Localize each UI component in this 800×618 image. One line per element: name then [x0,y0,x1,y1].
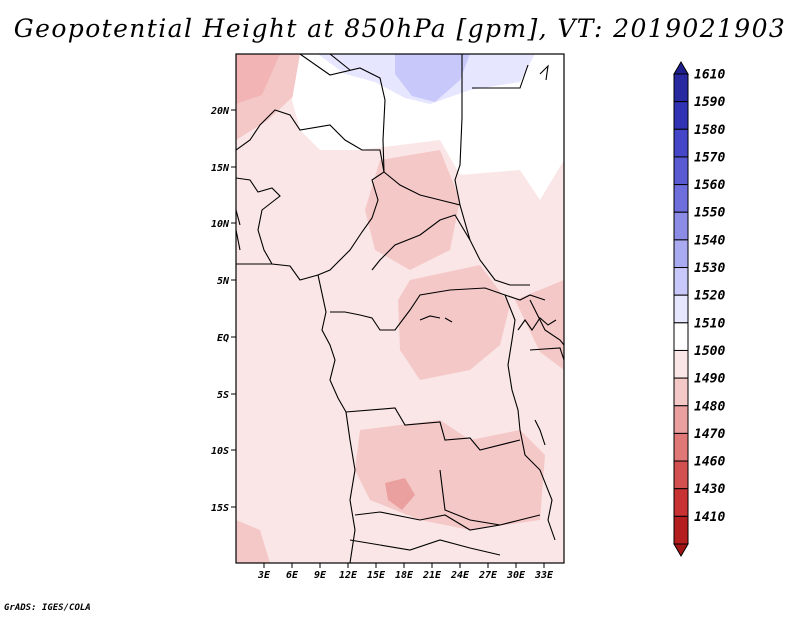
lat-tick-label: 15N [211,163,230,174]
great-lakes-border [504,294,556,541]
colorbar-swatch [673,184,689,213]
lon-tick-label: 24E [450,570,470,581]
lon-tick-label: 30E [506,570,526,581]
colorbar-swatch [673,432,689,462]
lat-tick-label: 15S [211,503,229,514]
coast-west-edge [236,209,241,251]
west-africa-borders [236,109,385,281]
colorbar-swatch [673,211,689,241]
colorbar-swatch [673,156,689,186]
colorbar-label: 1580 [694,123,725,138]
colorbar-swatch [673,377,689,407]
sudan-west-border [454,54,463,206]
colorbar-label: 1490 [694,372,725,387]
colorbar-swatch [673,405,689,434]
angola-drc-border [345,407,521,451]
lat-tick-label: 10N [211,219,230,230]
colorbar-bottom-arrow [673,543,689,557]
colorbar-swatch [673,349,689,379]
lat-tick-label: 5S [217,390,229,401]
lon-tick-label: 12E [339,570,358,581]
kenya-border [529,347,564,361]
field-north-1530 [395,54,470,102]
field-south-1480 [385,478,415,510]
colorbar-label: 1560 [694,178,725,193]
colorbar-label: 1540 [694,233,725,248]
lat-tick-labels: 20N 15N 10N 5N EQ 5S 10S 15S [210,106,230,514]
botswana-border [349,539,501,556]
lon-tick-label: 15E [367,570,386,581]
lat-tick-label: 5N [217,276,230,287]
colorbar-label: 1430 [694,482,725,497]
colorbar-swatch [673,73,689,103]
namibia-border [354,511,541,531]
west-coastline [317,274,356,563]
zambia-border [439,469,501,526]
lake-victoria-outline [517,317,557,331]
lake-malawi-outline [534,419,546,446]
axis-ticks [231,109,545,568]
height-field [236,54,564,563]
lon-tick-label: 27E [478,570,498,581]
grads-credit: GrADS: IGES/COLA [4,603,91,613]
field-sw-1490 [236,520,270,563]
colorbar-label: 1460 [694,455,725,470]
inland-lake-lines [419,315,453,323]
colorbar-label: 1550 [694,206,725,221]
colorbar-label: 1410 [694,510,725,525]
lat-tick-label: EQ [217,333,229,344]
chad-border [383,171,471,241]
field-nw-1480 [236,54,280,104]
lon-tick-label: 33E [534,570,554,581]
field-east-1490 [515,280,564,370]
colorbar-label: 1590 [694,95,725,110]
country-borders [236,54,564,563]
colorbar-swatch [673,322,689,351]
colorbar-swatch [673,267,689,296]
colorbar-top-arrow [673,61,689,75]
lon-tick-label: 9E [314,570,327,581]
egypt-sudan-border [472,64,529,89]
colorbar-swatch [673,488,689,517]
east-border [529,299,564,346]
colorbar-label: 1530 [694,261,725,276]
colorbar-swatch [673,128,689,158]
niger-libya-border [299,54,386,173]
red-sea-coast [539,64,549,81]
colorbar-swatch [673,101,689,130]
colorbar-label: 1570 [694,150,725,165]
colorbar: 1610 1590 1580 1570 1560 1550 1540 1530 1520 1510… [673,61,725,557]
lon-tick-labels: 3E 6E 9E 12E 15E 18E 21E 24E 27E 30E 33E [257,570,554,581]
chart-title: Geopotential Height at 850hPa [gpm], VT:… [13,14,787,43]
field-chad-1490 [365,150,460,270]
colorbar-swatch [673,460,689,490]
colorbar-label: 1510 [694,316,725,331]
colorbar-swatch [673,294,689,324]
lat-tick-label: 20N [210,106,230,117]
colorbar-label: 1500 [694,344,725,359]
lon-tick-label: 3E [257,570,271,581]
colorbar-swatch [673,515,689,545]
colorbar-label: 1520 [694,289,725,304]
lon-tick-label: 21E [422,570,442,581]
car-border [371,214,530,286]
lat-tick-label: 10S [211,446,229,457]
colorbar-label: 1470 [694,427,725,442]
colorbar-label: 1480 [694,399,725,414]
central-border-1 [330,287,546,331]
algeria-border [329,54,351,71]
field-north-1510 [292,54,564,200]
map-frame [235,53,565,564]
colorbar-label: 1610 [694,68,725,83]
lon-tick-label: 6E [286,570,299,581]
colorbar-swatch [673,239,689,269]
lon-tick-label: 18E [395,570,414,581]
